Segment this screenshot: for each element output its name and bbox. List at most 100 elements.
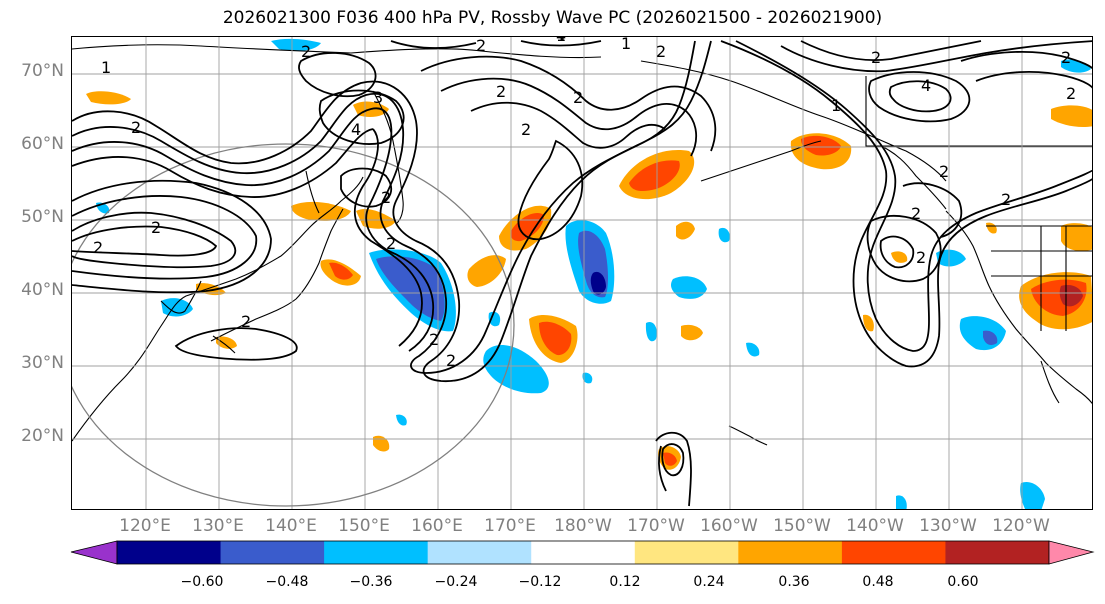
coastlines	[72, 44, 1092, 446]
coastline-north-america-west	[945, 210, 1092, 405]
colorbar-segments	[116, 540, 1050, 565]
coastline-alaska-panhandle	[880, 145, 947, 210]
contour-label: 1	[621, 37, 631, 53]
contour-label: 2	[446, 351, 456, 370]
colorbar-tick: −0.12	[518, 574, 562, 590]
colorbar-tick: 0.12	[609, 574, 641, 590]
colorbar-tick: 0.24	[693, 574, 725, 590]
lon-label-150e: 150°E	[338, 516, 390, 536]
pv-contour	[72, 225, 218, 257]
pv-contour-labels: 1 2 2 2 3 4 2 1 2 1 2 4 2 2 2 2 2 2 2 2 …	[93, 37, 1076, 370]
pv-contour	[174, 327, 298, 361]
map-canvas: 1 2 2 2 3 4 2 1 2 1 2 4 2 2 2 2 2 2 2 2 …	[72, 37, 1092, 509]
pv-negative-region	[671, 276, 707, 299]
lat-label-60n: 60°N	[21, 134, 64, 154]
contour-label: 2	[386, 234, 396, 253]
contour-label: 4	[351, 120, 361, 139]
pv-contour	[420, 55, 717, 152]
pv-negative-region	[271, 38, 321, 51]
contour-label: 2	[1066, 84, 1076, 103]
pv-contour	[72, 211, 237, 269]
colorbar-tick: 0.48	[862, 574, 894, 590]
pv-positive-core	[801, 135, 841, 156]
contour-label: 2	[573, 88, 583, 107]
coastline-kyushu	[212, 335, 236, 354]
pv-contour	[72, 195, 258, 280]
pv-negative-core	[376, 256, 445, 321]
pv-contour	[470, 101, 666, 149]
pv-contour	[353, 128, 423, 347]
contour-label: 2	[496, 82, 506, 101]
pv-contour	[440, 77, 697, 157]
colorbar-segment	[117, 541, 222, 564]
coastline-kamchatka	[372, 90, 404, 224]
pv-positive-region	[291, 201, 351, 221]
lon-label-170w: 170°W	[627, 516, 685, 536]
contour-label: 2	[939, 162, 949, 181]
pv-positive-region	[356, 209, 396, 229]
lon-label-160e: 160°E	[411, 516, 463, 536]
pv-contour	[390, 40, 477, 49]
coastline-japan	[210, 208, 344, 342]
pv-positive-region	[467, 255, 506, 287]
pv-contour	[866, 214, 942, 283]
pv-contour	[72, 107, 434, 352]
pv-positive-region	[986, 222, 997, 234]
contour-label: 2	[871, 48, 881, 67]
coastline-baja	[1040, 360, 1060, 404]
pv-contour	[72, 128, 374, 198]
colorbar-segment	[324, 541, 429, 564]
region-circle	[72, 143, 515, 507]
lon-label-140w: 140°W	[846, 516, 904, 536]
lon-label-160w: 160°W	[700, 516, 758, 536]
pv-negative-region	[483, 345, 549, 394]
pv-contour	[661, 443, 685, 477]
contour-label: 2	[911, 204, 921, 223]
pv-negative-core	[983, 330, 998, 345]
pv-positive-region	[681, 324, 703, 341]
contour-label: 2	[1001, 190, 1011, 209]
boundary-nunavut	[865, 76, 1092, 147]
pv-positive-region	[676, 221, 695, 240]
pv-contours	[72, 40, 1092, 507]
contour-label: 2	[1061, 48, 1071, 67]
pv-contour	[72, 179, 272, 294]
colorbar-extend-max	[1048, 540, 1095, 565]
contour-label: 2	[301, 42, 311, 61]
colorbar-tick: 0.60	[947, 574, 979, 590]
coastline-aleutians	[700, 140, 822, 182]
pv-negative-region	[488, 311, 501, 327]
boundary-us-states	[991, 226, 1092, 331]
lat-label-70n: 70°N	[21, 61, 64, 81]
pv-contour	[520, 40, 602, 47]
contour-label: 2	[151, 218, 161, 237]
coastline-korea	[160, 280, 202, 314]
lon-label-180w: 180°W	[554, 516, 612, 536]
colorbar-segment	[531, 541, 636, 564]
pv-contour	[879, 235, 915, 269]
lon-label-130w: 130°W	[919, 516, 977, 536]
pv-contour	[720, 40, 1092, 368]
colorbar-tick: −0.60	[180, 574, 224, 590]
pv-contour	[318, 89, 405, 145]
coastline-alaska	[640, 60, 947, 182]
pv-contour	[800, 40, 982, 62]
contour-label: 4	[921, 76, 931, 95]
pv-negative-region	[582, 372, 593, 384]
pv-positive-region	[863, 314, 874, 332]
pv-contour	[975, 70, 1092, 89]
pv-contour	[655, 431, 692, 507]
pv-positive-region	[1061, 223, 1092, 251]
pv-contour	[888, 80, 952, 113]
colorbar-segment	[738, 541, 843, 564]
pv-negative-peak	[590, 271, 606, 295]
pv-negative-region	[161, 298, 193, 317]
lon-label-140e: 140°E	[265, 516, 317, 536]
pv-positive-core	[663, 452, 677, 466]
pv-negative-region	[936, 249, 966, 267]
coastline-sakhalin	[305, 170, 320, 214]
lat-label-30n: 30°N	[21, 353, 64, 373]
pv-contour	[340, 167, 393, 208]
lat-label-40n: 40°N	[21, 280, 64, 300]
pv-positive-region	[891, 251, 908, 263]
